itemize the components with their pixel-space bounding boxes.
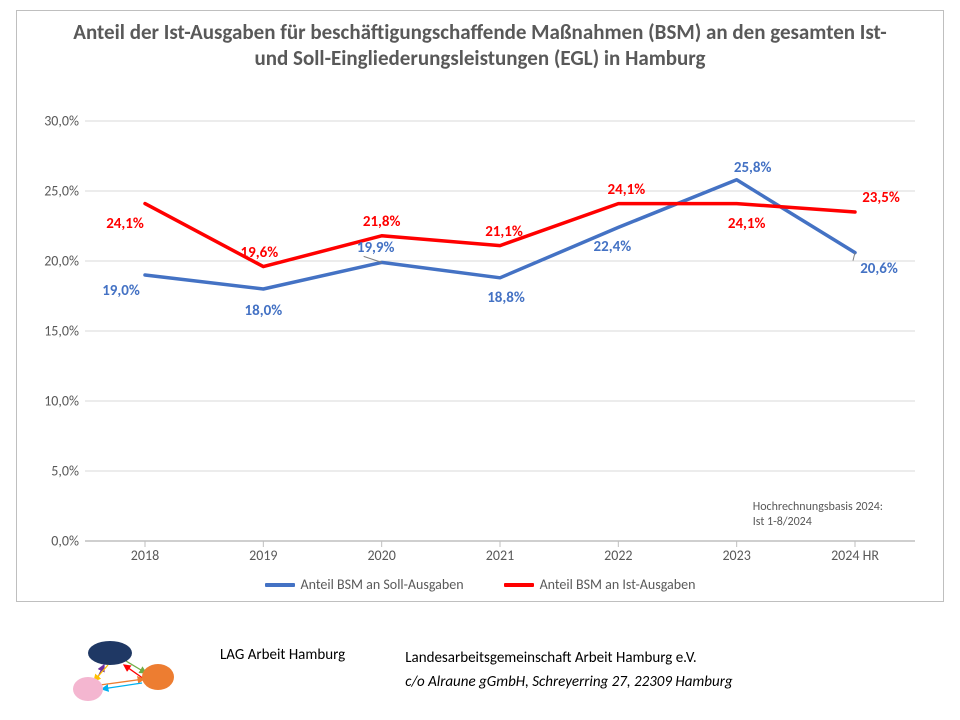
legend-item-ist: Anteil BSM an Ist-Ausgaben — [504, 576, 696, 593]
y-tick-label: 30,0% — [44, 113, 79, 130]
y-tick-label: 0,0% — [51, 533, 79, 550]
logo-svg — [60, 635, 200, 705]
legend-swatch — [504, 583, 534, 587]
y-tick-label: 10,0% — [44, 393, 79, 410]
y-tick-label: 15,0% — [44, 323, 79, 340]
chart-svg — [85, 121, 915, 541]
footer-address: c/o Alraune gGmbH, Schreyerring 27, 2230… — [405, 670, 732, 694]
footer-col2: Landesarbeitsgemeinschaft Arbeit Hamburg… — [405, 646, 732, 694]
x-tick-label: 2024 HR — [831, 547, 879, 564]
chart-plot-area: 0,0%5,0%10,0%15,0%20,0%25,0%30,0%2018201… — [85, 121, 915, 541]
x-tick-label: 2018 — [131, 547, 159, 564]
legend-label: Anteil BSM an Ist-Ausgaben — [540, 576, 696, 593]
footer-org-full: Landesarbeitsgemeinschaft Arbeit Hamburg… — [405, 646, 732, 670]
y-tick-label: 5,0% — [51, 463, 79, 480]
legend-item-soll: Anteil BSM an Soll-Ausgaben — [265, 576, 464, 593]
legend-label: Anteil BSM an Soll-Ausgaben — [301, 576, 464, 593]
x-tick-label: 2023 — [722, 547, 750, 564]
legend-swatch — [265, 583, 295, 587]
y-tick-label: 20,0% — [44, 253, 79, 270]
page-footer: LAG Arbeit Hamburg Landesarbeitsgemeinsc… — [0, 630, 960, 710]
chart-title: Anteil der Ist-Ausgaben für beschäftigun… — [57, 19, 903, 72]
chart-frame: Anteil der Ist-Ausgaben für beschäftigun… — [16, 10, 944, 602]
x-tick-label: 2021 — [486, 547, 514, 564]
footer-logo — [60, 635, 200, 705]
x-tick-label: 2022 — [604, 547, 632, 564]
chart-legend: Anteil BSM an Soll-Ausgaben Anteil BSM a… — [17, 576, 943, 593]
x-tick-label: 2020 — [367, 547, 395, 564]
chart-footnote: Hochrechnungsbasis 2024:Ist 1-8/2024 — [753, 500, 883, 529]
y-tick-label: 25,0% — [44, 183, 79, 200]
footer-org-short: LAG Arbeit Hamburg — [220, 646, 345, 694]
footer-text: LAG Arbeit Hamburg Landesarbeitsgemeinsc… — [220, 646, 733, 694]
chart-title-block: Anteil der Ist-Ausgaben für beschäftigun… — [17, 11, 943, 72]
x-tick-label: 2019 — [249, 547, 277, 564]
